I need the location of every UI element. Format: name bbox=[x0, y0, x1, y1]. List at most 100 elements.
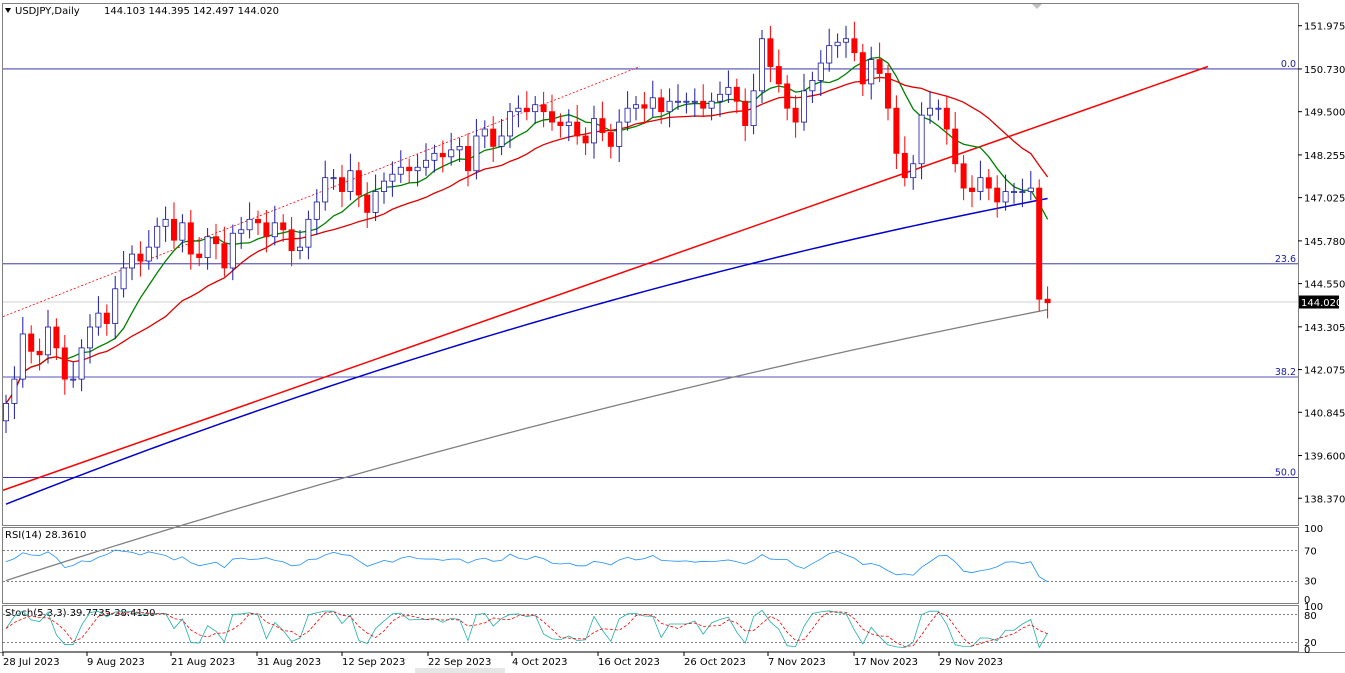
candle bbox=[372, 174, 379, 222]
rising-trendline bbox=[2, 65, 1209, 491]
candle bbox=[532, 96, 539, 124]
shift-marker-icon bbox=[1032, 4, 1042, 9]
candle bbox=[3, 394, 9, 433]
candle bbox=[87, 314, 94, 364]
candle bbox=[910, 155, 917, 190]
candle bbox=[549, 94, 556, 131]
candle bbox=[809, 71, 816, 103]
candle bbox=[45, 310, 52, 364]
date-label: 21 Aug 2023 bbox=[171, 657, 235, 668]
candle bbox=[717, 81, 724, 117]
candle bbox=[683, 92, 690, 114]
fibonacci-levels: 0.0 23.6 38.2 50.0 bbox=[3, 59, 1298, 478]
candle bbox=[775, 49, 782, 93]
candles bbox=[3, 21, 1051, 433]
candle bbox=[633, 96, 640, 121]
candle bbox=[515, 95, 522, 128]
current-price-tag: 144.020 bbox=[1299, 295, 1342, 309]
candle bbox=[53, 318, 60, 361]
candle bbox=[380, 172, 387, 204]
rsi-tick-label: 0 bbox=[1304, 595, 1310, 606]
price-tick-label: 143.305 bbox=[1304, 323, 1345, 334]
candle bbox=[1002, 174, 1009, 211]
candle bbox=[801, 73, 808, 131]
candle bbox=[364, 182, 371, 229]
candle bbox=[557, 113, 564, 138]
ma100-line bbox=[5, 197, 1048, 505]
candle bbox=[843, 25, 850, 58]
candle bbox=[784, 75, 791, 121]
candle bbox=[591, 105, 598, 159]
rsi-tick-label: 70 bbox=[1304, 547, 1317, 558]
trendlines bbox=[2, 65, 1209, 491]
candle bbox=[464, 133, 471, 187]
rsi-panel-frame bbox=[2, 527, 1299, 604]
stoch-panel-frame bbox=[2, 605, 1299, 652]
candle bbox=[1036, 179, 1043, 312]
date-axis: 28 Jul 2023 9 Aug 2023 21 Aug 2023 31 Aug 2… bbox=[2, 652, 1003, 668]
candle bbox=[212, 223, 219, 260]
candle bbox=[649, 80, 656, 117]
stoch-label: Stoch(5,3,3) 39.7735 38.4120 bbox=[5, 608, 156, 619]
price-tick-label: 148.255 bbox=[1304, 151, 1345, 162]
price-tick-label: 142.075 bbox=[1304, 366, 1345, 377]
candle bbox=[574, 105, 581, 145]
fib-label: 38.2 bbox=[1275, 367, 1296, 378]
candle bbox=[221, 226, 228, 277]
candle bbox=[733, 78, 740, 114]
stoch-tick-label: 80 bbox=[1304, 611, 1317, 622]
candle bbox=[28, 325, 35, 364]
candle bbox=[170, 202, 177, 249]
dropdown-triangle-icon[interactable] bbox=[5, 8, 11, 13]
candle bbox=[95, 296, 102, 336]
candle bbox=[960, 155, 967, 201]
candle bbox=[658, 89, 665, 124]
candle bbox=[607, 123, 614, 159]
main-panel-frame bbox=[2, 3, 1299, 526]
candle bbox=[691, 88, 698, 117]
candle bbox=[1011, 182, 1018, 204]
candle bbox=[792, 95, 799, 138]
candle bbox=[187, 209, 194, 270]
ma200-line bbox=[5, 309, 1048, 582]
candle bbox=[851, 21, 858, 62]
candle bbox=[893, 95, 900, 169]
candle bbox=[145, 230, 152, 270]
candle bbox=[439, 140, 446, 173]
candle bbox=[103, 304, 110, 336]
candle bbox=[70, 362, 77, 388]
candle bbox=[700, 84, 707, 117]
candle bbox=[137, 241, 144, 277]
candle bbox=[288, 216, 295, 267]
candle bbox=[506, 102, 513, 149]
candle bbox=[11, 366, 18, 420]
price-tick-label: 144.550 bbox=[1304, 280, 1345, 291]
candle bbox=[994, 175, 1001, 218]
candle bbox=[876, 42, 883, 83]
stoch-tick-label: 100 bbox=[1304, 602, 1323, 613]
candle bbox=[330, 168, 337, 190]
fib-label: 0.0 bbox=[1281, 59, 1296, 70]
candle bbox=[1044, 286, 1051, 319]
stoch-signal-line bbox=[5, 611, 1048, 647]
candle bbox=[347, 153, 354, 201]
price-tick-label: 149.500 bbox=[1304, 108, 1345, 119]
rsi-line bbox=[5, 549, 1048, 583]
candle bbox=[338, 164, 345, 208]
candle bbox=[582, 127, 589, 156]
candle bbox=[280, 214, 287, 242]
candle bbox=[305, 210, 312, 260]
candle bbox=[120, 250, 127, 298]
candle bbox=[675, 84, 682, 110]
candle bbox=[599, 101, 606, 142]
candle bbox=[456, 137, 463, 163]
candle bbox=[19, 316, 26, 388]
candle bbox=[389, 161, 396, 197]
date-label: 31 Aug 2023 bbox=[257, 657, 321, 668]
candle bbox=[322, 160, 329, 211]
candle bbox=[112, 275, 119, 340]
candle bbox=[246, 202, 253, 239]
candle bbox=[952, 112, 959, 173]
candle bbox=[128, 245, 135, 281]
